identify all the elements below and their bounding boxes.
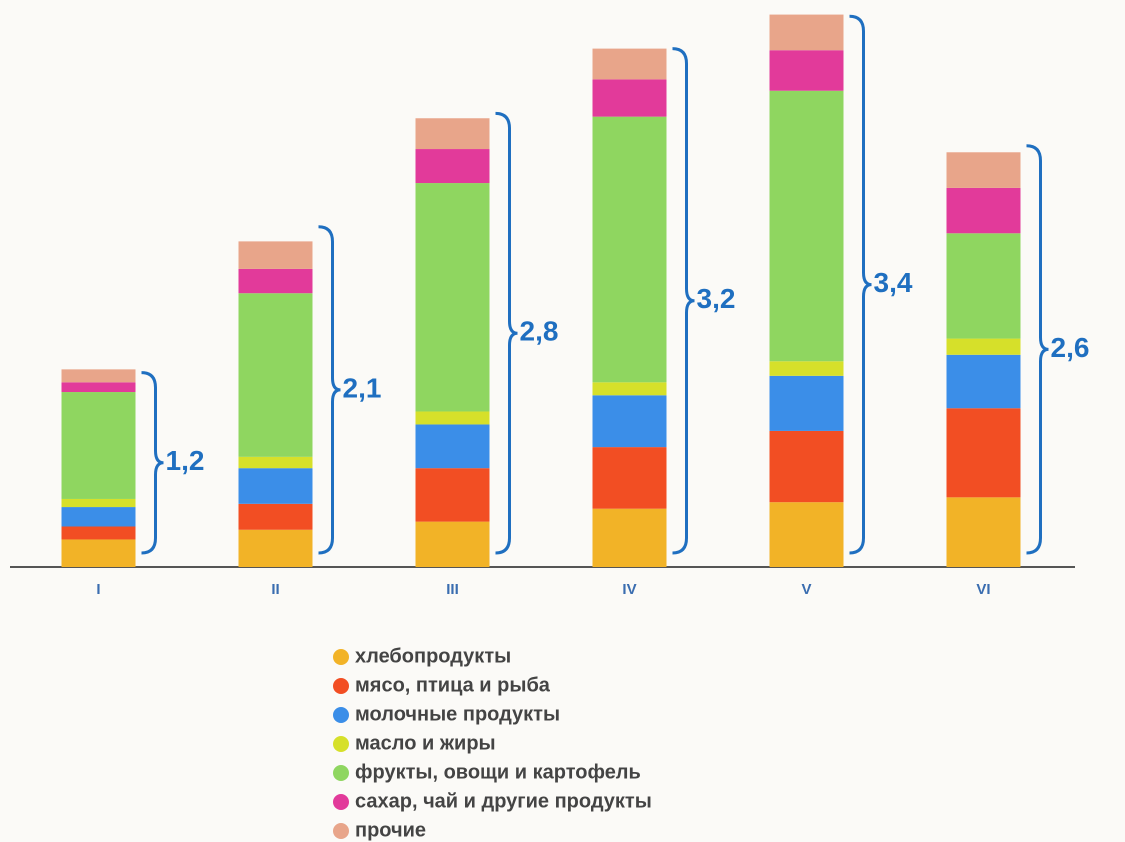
total-brace <box>1026 144 1049 555</box>
x-tick-label: III <box>446 581 459 598</box>
bar-segment <box>415 468 490 522</box>
bar-segment <box>415 521 490 567</box>
bar-segment <box>769 90 844 362</box>
legend-marker <box>333 765 349 781</box>
bar-segment <box>415 424 490 469</box>
total-brace <box>495 111 518 555</box>
bar-segment <box>946 152 1021 188</box>
legend-label: хлебопродукты <box>355 645 511 667</box>
x-tick-label: II <box>271 581 279 598</box>
bar-segment <box>61 526 136 540</box>
bar-segment <box>946 497 1021 567</box>
bar-segment <box>946 354 1021 409</box>
bar-segment <box>769 375 844 431</box>
bar-segment <box>61 392 136 499</box>
bar-segment <box>946 338 1021 355</box>
bar-segment <box>238 468 313 504</box>
x-tick-label: VI <box>976 581 990 598</box>
bar-segment <box>769 430 844 503</box>
bar-segment <box>415 118 490 150</box>
bar-segment <box>592 447 667 509</box>
bar-segment <box>592 48 667 80</box>
legend-label: прочие <box>355 819 426 841</box>
x-tick-label: V <box>801 581 811 598</box>
bar-segment <box>415 411 490 425</box>
legend-marker <box>333 794 349 810</box>
bar-segment <box>61 382 136 393</box>
total-brace <box>141 371 164 555</box>
legend-marker <box>333 707 349 723</box>
bar-segment <box>769 50 844 91</box>
bar-segment <box>61 369 136 383</box>
total-brace <box>318 225 341 555</box>
bar-segment <box>238 268 313 294</box>
bar-segment <box>61 498 136 508</box>
bar-segment <box>61 539 136 567</box>
legend-label: сахар, чай и другие продукты <box>355 790 652 812</box>
legend-label: мясо, птица и рыба <box>355 674 551 696</box>
legend-marker <box>333 678 349 694</box>
total-brace <box>849 14 872 555</box>
total-label: 2,6 <box>1051 332 1090 363</box>
bar-segment <box>415 183 490 412</box>
bar-segment <box>238 241 313 269</box>
total-label: 3,4 <box>874 267 913 298</box>
bar-segment <box>238 456 313 469</box>
bar-segment <box>592 395 667 448</box>
legend-marker <box>333 736 349 752</box>
bar-segment <box>592 508 667 567</box>
bar-segment <box>415 149 490 184</box>
bar-segment <box>238 293 313 457</box>
bar-segment <box>61 507 136 527</box>
bar-segment <box>769 502 844 567</box>
x-tick-label: I <box>96 581 100 598</box>
bar-segment <box>592 116 667 383</box>
bar-segment <box>238 503 313 530</box>
legend-label: масло и жиры <box>355 732 496 754</box>
bar-segment <box>946 233 1021 339</box>
total-label: 1,2 <box>166 445 205 476</box>
bar-segment <box>769 14 844 51</box>
legend-marker <box>333 823 349 839</box>
total-label: 2,1 <box>343 372 382 403</box>
bar-segment <box>769 361 844 376</box>
legend-label: молочные продукты <box>355 703 560 725</box>
bar-segment <box>592 382 667 396</box>
total-label: 3,2 <box>697 283 736 314</box>
legend-label: фрукты, овощи и картофель <box>355 761 641 783</box>
bar-segment <box>592 79 667 117</box>
total-brace <box>672 47 695 555</box>
bar-segment <box>946 187 1021 234</box>
bar-segment <box>238 529 313 567</box>
total-label: 2,8 <box>520 316 559 347</box>
legend-marker <box>333 649 349 665</box>
bar-segment <box>946 408 1021 498</box>
x-tick-label: IV <box>622 581 636 598</box>
